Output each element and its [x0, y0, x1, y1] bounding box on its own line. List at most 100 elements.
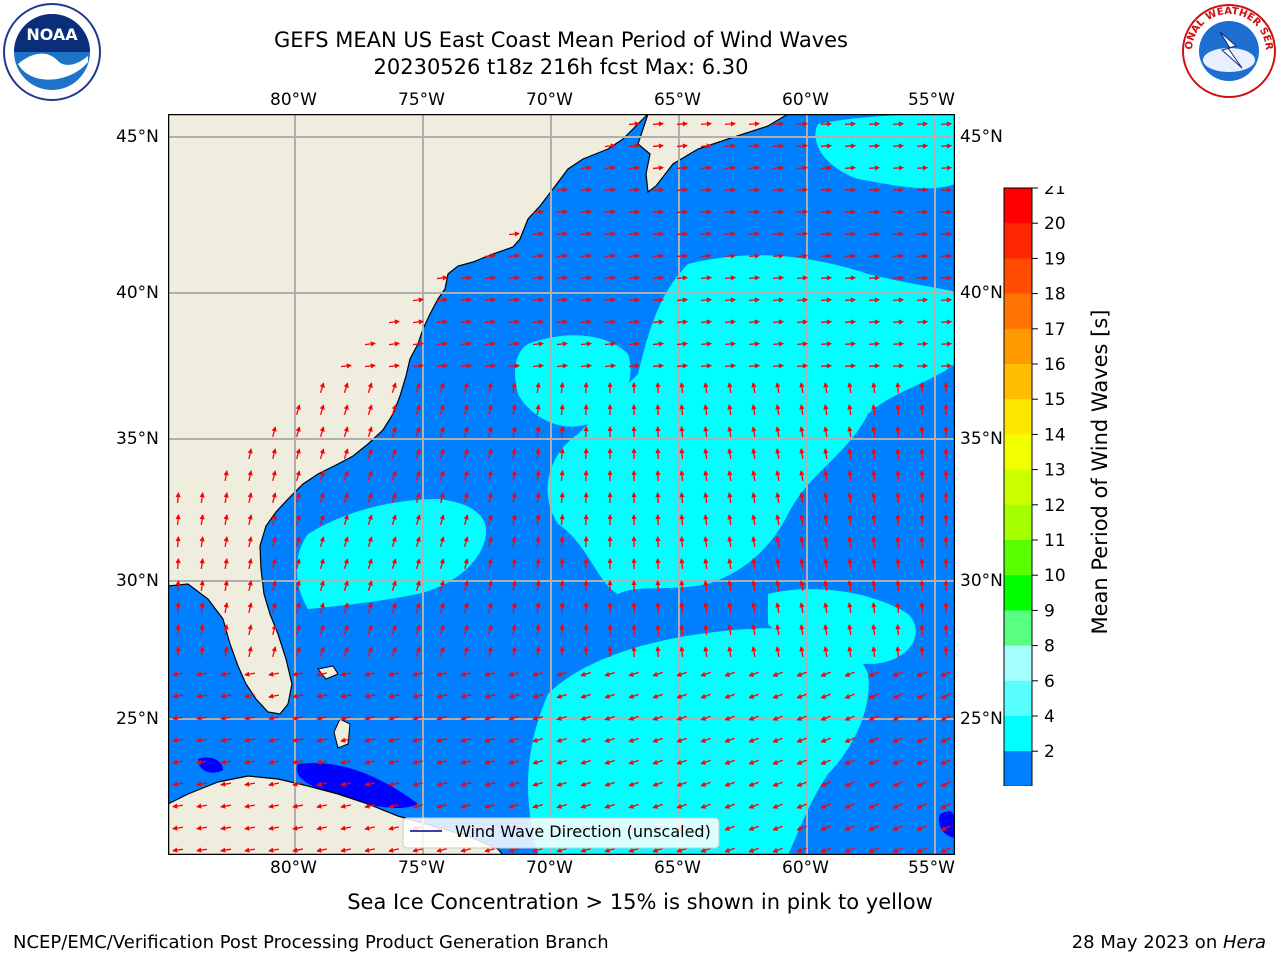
wind-wave-arrow [463, 448, 469, 459]
wind-wave-arrow [919, 403, 925, 416]
wind-wave-arrow [676, 165, 689, 171]
wind-wave-arrow [916, 165, 929, 171]
wind-wave-arrow [700, 715, 711, 721]
wind-wave-arrow [652, 693, 663, 699]
wind-wave-arrow [295, 426, 301, 437]
wind-wave-arrow [559, 403, 565, 416]
wind-wave-arrow [484, 363, 497, 369]
wind-wave-arrow [364, 759, 376, 765]
wind-wave-arrow [628, 209, 641, 215]
wind-wave-arrow [844, 847, 855, 853]
wind-wave-arrow [463, 536, 469, 547]
wind-wave-arrow [436, 737, 448, 743]
footer-date: 28 May 2023 on Hera [1072, 932, 1266, 953]
wind-wave-arrow [556, 253, 569, 259]
wind-wave-arrow [556, 297, 569, 303]
wind-wave-arrow [439, 448, 445, 459]
wind-wave-arrow [559, 557, 565, 570]
wind-wave-arrow [844, 121, 857, 127]
wind-wave-arrow [415, 602, 421, 613]
wind-wave-arrow [487, 624, 493, 636]
wind-wave-arrow [700, 737, 711, 743]
wind-wave-arrow [436, 847, 448, 853]
wind-wave-arrow [676, 143, 689, 149]
wind-wave-arrow [388, 363, 400, 369]
wind-wave-arrow [487, 492, 493, 504]
wind-wave-arrow [727, 470, 733, 482]
wind-wave-arrow [295, 646, 301, 657]
wind-wave-arrow [532, 803, 543, 809]
land-north-america [168, 114, 649, 715]
wind-wave-arrow [484, 297, 497, 303]
wind-wave-arrow [703, 602, 709, 614]
wind-wave-arrow [775, 382, 781, 394]
wind-wave-arrow [556, 671, 567, 677]
colorbar-tick-label: 9 [1044, 601, 1055, 621]
wind-wave-arrow [871, 646, 877, 658]
wind-wave-arrow [871, 514, 877, 526]
wind-wave-arrow [775, 448, 781, 460]
wind-wave-arrow [271, 646, 277, 658]
wind-wave-arrow [868, 319, 881, 325]
wind-wave-arrow [583, 623, 589, 636]
wind-wave-arrow [847, 492, 853, 504]
wind-wave-arrow [316, 781, 328, 787]
wind-wave-arrow [868, 143, 881, 149]
wind-wave-arrow [772, 275, 785, 281]
wind-wave-arrow [844, 319, 857, 325]
wind-wave-arrow [220, 737, 232, 743]
wind-wave-arrow [700, 363, 713, 369]
wind-wave-arrow [772, 231, 785, 237]
wind-wave-arrow [916, 715, 927, 721]
wind-wave-arrow [772, 121, 785, 127]
wind-wave-arrow [895, 645, 901, 658]
wind-wave-arrow [508, 759, 519, 765]
wind-wave-arrow [367, 558, 373, 569]
wind-wave-arrow [748, 231, 761, 237]
wind-wave-arrow [799, 536, 805, 548]
wind-wave-arrow [892, 803, 903, 809]
wind-wave-arrow [727, 426, 733, 438]
colorbar-tick-label: 18 [1044, 285, 1066, 305]
wind-wave-arrow [820, 715, 831, 721]
wind-wave-arrow [175, 557, 181, 570]
wind-wave-arrow [439, 646, 445, 657]
wind-wave-arrow [463, 646, 469, 657]
wind-wave-arrow [559, 579, 565, 592]
wind-wave-arrow [199, 536, 205, 548]
wind-wave-arrow [172, 781, 184, 787]
wind-wave-arrow [892, 693, 903, 699]
wind-wave-arrow [940, 759, 951, 765]
wind-wave-arrow [436, 715, 448, 721]
wind-wave-arrow [724, 209, 737, 215]
wind-wave-arrow [871, 536, 877, 548]
colorbar: 21 20 19 18 17 16 15 14 13 12 11 10 9 8 6 4 2 [1003, 186, 1066, 786]
wind-wave-arrow [175, 579, 181, 592]
wind-wave-arrow [751, 646, 757, 658]
wind-wave-arrow [604, 847, 615, 853]
wind-wave-arrow [847, 470, 853, 482]
wind-wave-arrow [556, 781, 567, 787]
wind-wave-arrow [223, 558, 229, 570]
wind-wave-arrow [772, 781, 783, 787]
wind-wave-arrow [436, 759, 448, 765]
wind-wave-arrow [487, 602, 493, 614]
wind-wave-arrow [367, 404, 373, 415]
wind-wave-arrow [391, 426, 397, 437]
wind-wave-arrow [535, 426, 541, 438]
wind-wave-arrow [655, 403, 661, 416]
wind-wave-arrow [820, 231, 833, 237]
colorbar-tick-label: 15 [1044, 390, 1066, 410]
wind-wave-arrow [628, 231, 641, 237]
wind-wave-arrow [748, 781, 759, 787]
wind-wave-arrow [895, 447, 901, 460]
wind-wave-arrow [367, 426, 373, 437]
wind-wave-arrow [460, 803, 472, 809]
wind-wave-arrow [727, 536, 733, 548]
wind-wave-arrow [343, 602, 349, 613]
wind-wave-arrow [724, 737, 735, 743]
wind-wave-arrow [868, 781, 879, 787]
wind-wave-arrow [292, 803, 304, 809]
wind-wave-arrow [412, 341, 424, 347]
wind-wave-arrow [919, 425, 925, 438]
